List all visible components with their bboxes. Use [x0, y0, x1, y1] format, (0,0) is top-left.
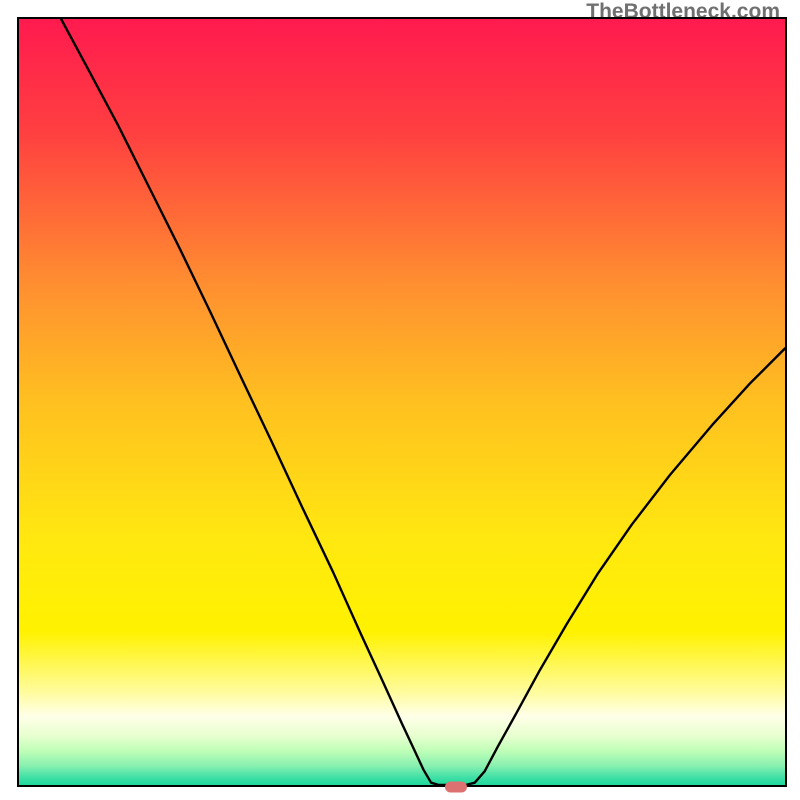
plot-area [17, 17, 787, 787]
chart-container: TheBottleneck.com [0, 0, 800, 800]
gradient-background [19, 19, 785, 785]
optimal-marker [445, 781, 467, 792]
